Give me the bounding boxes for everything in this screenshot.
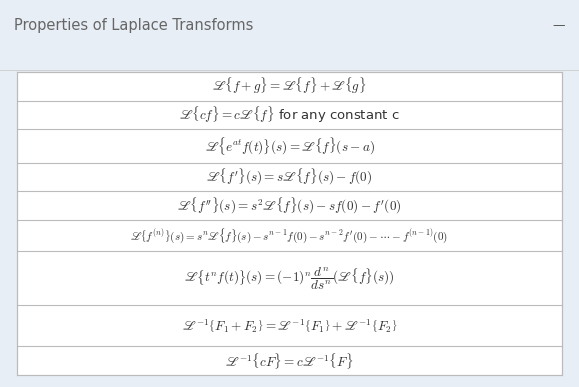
Text: $\mathscr{L}\left\{f^{(n)}\right\}(s) = s^n\mathscr{L}\{f\}(s) - s^{n-1}f(0) - s: $\mathscr{L}\left\{f^{(n)}\right\}(s) = … — [130, 227, 449, 245]
Text: Properties of Laplace Transforms: Properties of Laplace Transforms — [14, 18, 254, 33]
Text: $\mathscr{L}^{-1}\{cF\} = c\mathscr{L}^{-1}\{F\}$: $\mathscr{L}^{-1}\{cF\} = c\mathscr{L}^{… — [225, 351, 354, 371]
Text: $\mathscr{L}\{f+g\} = \mathscr{L}\{f\} + \mathscr{L}\{g\}$: $\mathscr{L}\{f+g\} = \mathscr{L}\{f\} +… — [212, 76, 367, 96]
Text: $\mathscr{L}\left\{t^n f(t)\right\}(s) = (-1)^n\dfrac{d^n}{ds^n}(\mathscr{L}\{f\: $\mathscr{L}\left\{t^n f(t)\right\}(s) =… — [184, 265, 395, 291]
Text: $\mathscr{L}\{f''\}(s) = s^2\mathscr{L}\{f\}(s) - sf(0) - f'(0)$: $\mathscr{L}\{f''\}(s) = s^2\mathscr{L}\… — [177, 196, 402, 216]
Text: $\mathscr{L}\{f'\}(s) = s\mathscr{L}\{f\}(s) - f(0)$: $\mathscr{L}\{f'\}(s) = s\mathscr{L}\{f\… — [206, 167, 373, 187]
Text: $\mathscr{L}^{-1}\left\{F_1+F_2\right\} = \mathscr{L}^{-1}\left\{F_1\right\} + \: $\mathscr{L}^{-1}\left\{F_1+F_2\right\} … — [182, 317, 397, 335]
Text: $\mathscr{L}\{cf\} = c\mathscr{L}\{f\}$ for any constant c: $\mathscr{L}\{cf\} = c\mathscr{L}\{f\}$ … — [179, 105, 400, 125]
Text: $\mathscr{L}\left\{e^{at}f(t)\right\}(s) = \mathscr{L}\{f\}(s-a)$: $\mathscr{L}\left\{e^{at}f(t)\right\}(s)… — [204, 135, 375, 157]
Text: —: — — [552, 19, 565, 32]
